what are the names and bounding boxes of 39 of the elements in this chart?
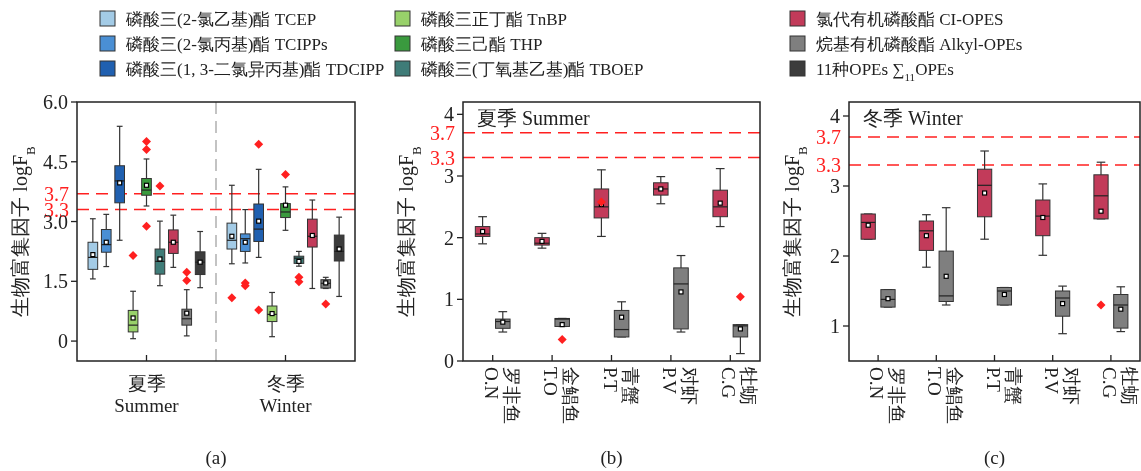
y-tick-label: 4 [830, 105, 840, 127]
y-tick-label: 1 [444, 288, 454, 311]
x-tick-label: 夏季 Summer [114, 373, 180, 416]
text: (c) [983, 447, 1006, 469]
x-tick-label: 青蟹 P.T [599, 367, 641, 405]
x-tick-label: 罗非鱼 O.N [866, 367, 908, 424]
x-tick-label: 金鲳鱼 T.O [540, 367, 582, 424]
y-tick-label: 0 [444, 350, 454, 372]
x-tick-label: 青蟹 P.T [982, 367, 1024, 405]
x-tick-label: 金鲳鱼 T.O [924, 367, 966, 424]
y-tick-label: 2 [830, 245, 840, 267]
legend-label: 磷酸三(丁氧基乙基)酯 TBOEP [420, 60, 644, 79]
y-tick-label: 2 [444, 226, 454, 249]
y-tick-label: 1 [830, 315, 840, 337]
legend-label: 烷基有机磷酸酯 Alkyl-OPEs [816, 35, 1023, 54]
text: (b) [600, 447, 623, 469]
legend-label: 磷酸三(2-氯乙基)酯 TCEP [125, 10, 317, 29]
y-tick-label: 1.5 [43, 270, 68, 293]
legend-label: 磷酸三(1, 3-二氯异丙基)酯 TDCIPP [125, 60, 385, 79]
x-tick-label: 对虾 P.V [658, 367, 700, 405]
y-tick-label: 0 [58, 330, 68, 353]
y-tick-label: 3 [830, 175, 840, 197]
ref-line-label: 3.3 [816, 154, 841, 176]
text: (a) [205, 447, 227, 469]
x-tick-label: 牡蛎 C.G [718, 367, 760, 405]
legend-label: 11种OPEs ∑$_{11}$OPEs [816, 60, 954, 83]
x-tick-label: 牡蛎 C.G [1098, 367, 1140, 405]
legend-label: 氯代有机磷酸酯 CI-OPES [816, 10, 1004, 29]
legend-label: 磷酸三(2-氯丙基)酯 TCIPPs [125, 35, 328, 54]
legend-label: 磷酸三正丁酯 TnBP [420, 10, 567, 29]
x-tick-label: 冬季 Winter [259, 373, 313, 416]
x-tick-label: 对虾 P.V [1040, 367, 1082, 405]
legend-label: 磷酸三己酯 THP [420, 35, 543, 54]
ref-line-label: 3.7 [816, 126, 841, 148]
x-tick-label: 罗非鱼 O.N [480, 367, 522, 424]
annotation: 冬季 Winter [863, 107, 964, 129]
y-tick-label: 6.0 [43, 91, 68, 113]
annotation: 夏季 Summer [477, 107, 591, 129]
y-tick-label: 4.5 [43, 150, 68, 173]
